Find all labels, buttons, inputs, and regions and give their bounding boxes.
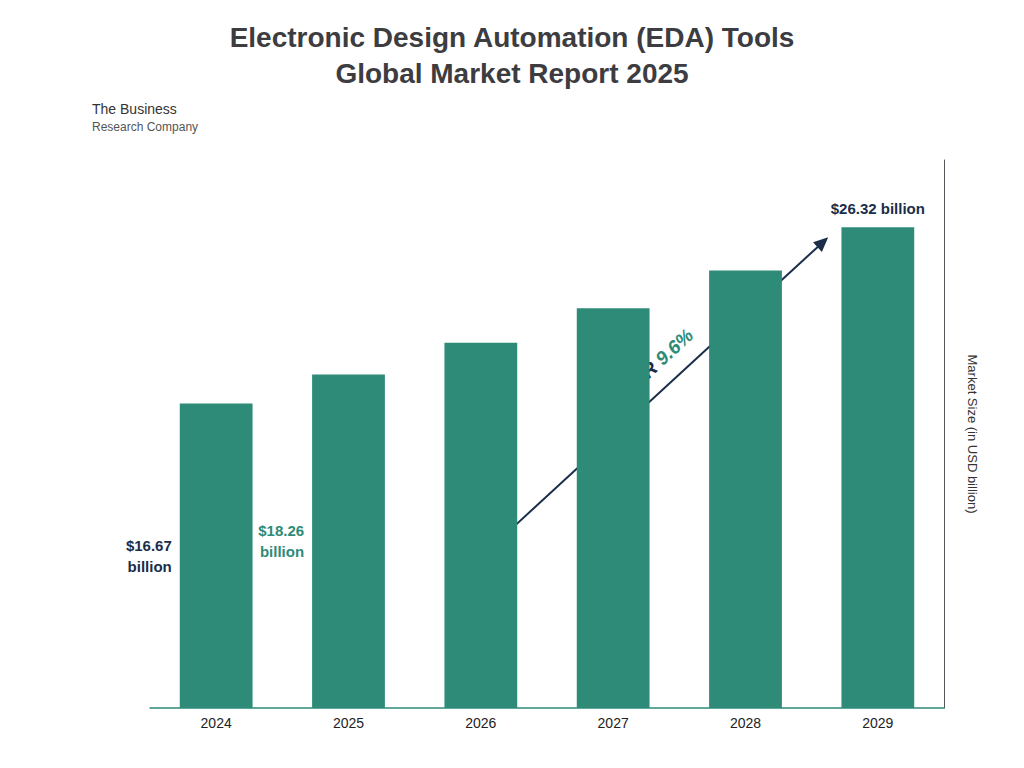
svg-text:2025: 2025: [333, 715, 364, 731]
svg-text:2024: 2024: [201, 715, 232, 731]
svg-text:2028: 2028: [730, 715, 761, 731]
svg-text:9.6%: 9.6%: [651, 324, 697, 369]
svg-text:Electronic Design Automation (: Electronic Design Automation (EDA) Tools: [230, 22, 795, 53]
svg-text:Market Size (in USD billion): Market Size (in USD billion): [965, 355, 980, 514]
svg-text:The Business: The Business: [92, 101, 177, 117]
svg-text:$16.67: $16.67: [126, 537, 172, 554]
svg-text:Research Company: Research Company: [92, 120, 198, 134]
svg-text:Global Market Report 2025: Global Market Report 2025: [335, 58, 688, 89]
svg-text:2029: 2029: [862, 715, 893, 731]
svg-text:billion: billion: [260, 543, 304, 560]
svg-text:2027: 2027: [598, 715, 629, 731]
svg-text:$18.26: $18.26: [258, 522, 304, 539]
svg-text:billion: billion: [128, 558, 172, 575]
svg-text:$26.32 billion: $26.32 billion: [831, 200, 925, 217]
svg-text:2026: 2026: [465, 715, 496, 731]
